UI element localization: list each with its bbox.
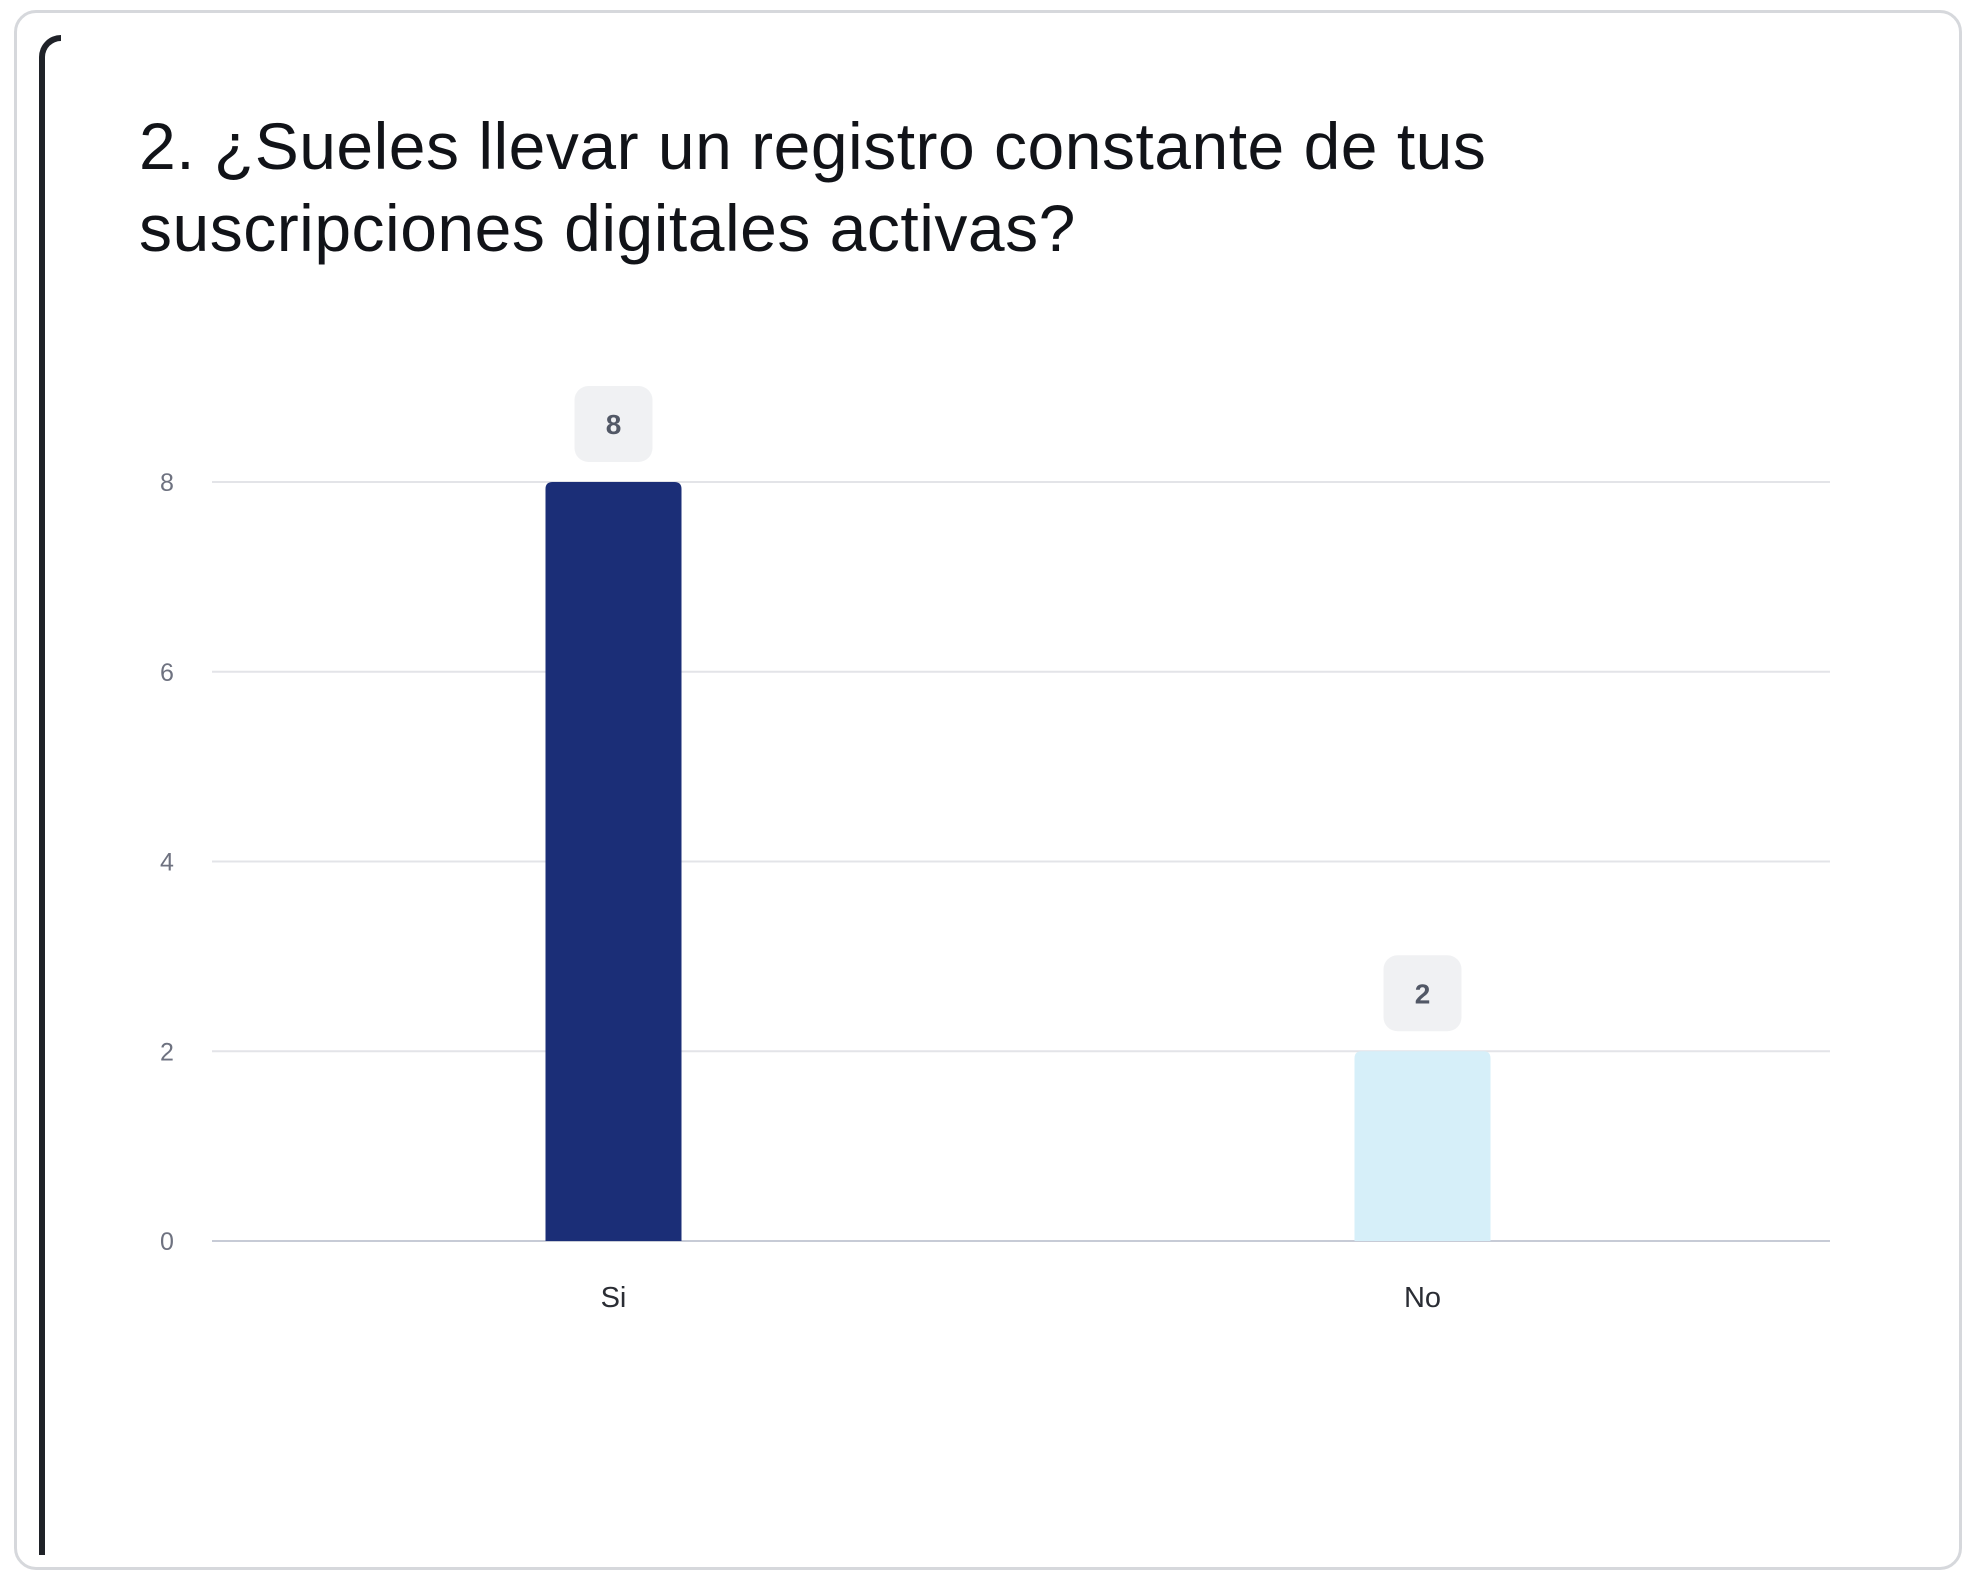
- x-tick-label-no: No: [1404, 1282, 1441, 1314]
- data-label-badge-no: [1383, 955, 1462, 1032]
- data-label-no: 2: [1415, 978, 1431, 1009]
- y-tick-label-4: 4: [160, 849, 174, 877]
- data-label-badge-si: [574, 386, 653, 462]
- x-tick-label-si: Si: [601, 1282, 627, 1314]
- chart-card: 2. ¿Sueles llevar un registro constante …: [14, 10, 1962, 1570]
- card-left-edge: [39, 35, 61, 1555]
- y-tick-label-6: 6: [160, 659, 174, 687]
- bar-no: [1354, 1051, 1491, 1241]
- y-tick-label-2: 2: [160, 1038, 174, 1066]
- y-tick-label-0: 0: [160, 1228, 174, 1256]
- bar-si: [545, 482, 682, 1241]
- y-tick-label-8: 8: [160, 469, 174, 497]
- chart-title: 2. ¿Sueles llevar un registro constante …: [139, 109, 1487, 265]
- data-label-si: 8: [606, 409, 622, 440]
